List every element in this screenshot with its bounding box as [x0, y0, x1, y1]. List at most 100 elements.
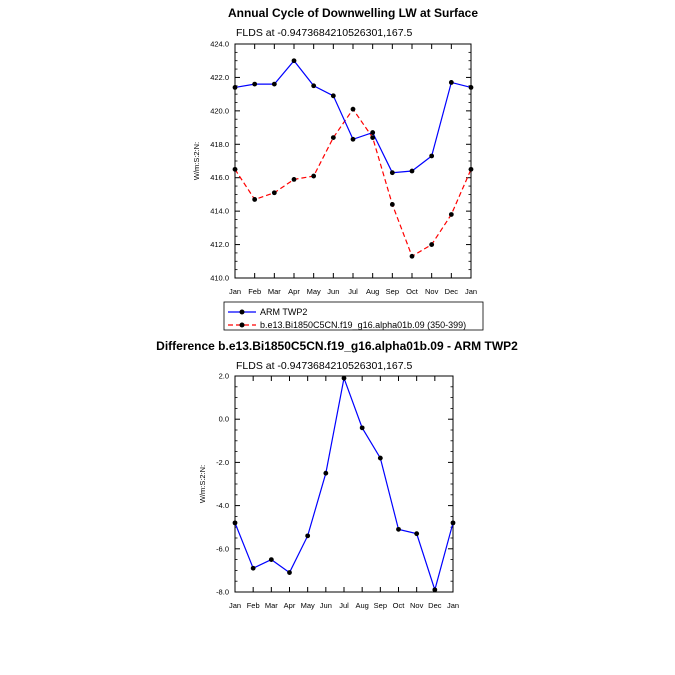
y-tick-label: 2.0 [219, 372, 229, 381]
x-tick-label: Jul [348, 287, 358, 296]
x-tick-label: Dec [445, 287, 459, 296]
y-tick-label: -2.0 [216, 458, 229, 467]
x-tick-label: May [301, 601, 315, 610]
data-point [396, 526, 401, 532]
series-group [232, 58, 474, 259]
data-point [389, 202, 395, 207]
legend: ARM TWP2 b.e13.Bi1850C5CN.f19_g16.alpha0… [223, 301, 484, 331]
legend-label-model: b.e13.Bi1850C5CN.f19_g16.alpha01b.09 (35… [260, 320, 466, 330]
y-tick-label: 410.0 [210, 274, 229, 283]
y-tick-label: 414.0 [210, 207, 229, 216]
x-tick-label: Jun [327, 287, 339, 296]
data-point [370, 135, 376, 141]
legend-marker-model [239, 322, 245, 328]
x-tick-label: Jan [465, 287, 477, 296]
data-point [291, 58, 297, 64]
data-point [450, 520, 456, 526]
data-point [409, 168, 415, 174]
y-tick-label: -6.0 [216, 544, 229, 553]
data-point [311, 83, 317, 89]
data-point [311, 173, 317, 179]
legend-label-arm: ARM TWP2 [260, 307, 307, 317]
y-tick-label: -4.0 [216, 501, 229, 510]
data-point [232, 520, 238, 526]
x-tick-label: Jun [320, 601, 332, 610]
data-point [414, 531, 420, 537]
x-tick-label: Aug [366, 287, 379, 296]
data-point [271, 81, 277, 87]
data-point [448, 80, 454, 85]
y-tick-label: 422.0 [210, 73, 229, 82]
difference-chart: Difference b.e13.Bi1850C5CN.f19_g16.alph… [156, 339, 518, 610]
x-tick-label: Sep [374, 601, 387, 610]
chart-subtitle: FLDS at -0.9473684210526301,167.5 [236, 360, 412, 372]
x-tick-label: Apr [288, 287, 300, 296]
y-tick-label: 424.0 [210, 40, 229, 49]
chart-title: Difference b.e13.Bi1850C5CN.f19_g16.alph… [156, 339, 518, 353]
x-tick-label: Mar [265, 601, 278, 610]
data-point [330, 135, 336, 141]
legend-marker-arm [239, 309, 245, 315]
y-tick-label: 420.0 [210, 106, 229, 115]
data-point [341, 375, 347, 381]
x-tick-label: Nov [425, 287, 439, 296]
x-tick-label: Nov [410, 601, 424, 610]
x-ticks: Jan Feb Mar Apr May Jun Jul Aug Sep Oct Nov Dec Jan [229, 376, 459, 610]
data-point [291, 176, 297, 182]
data-point [468, 85, 474, 90]
x-ticks: Jan Feb Mar Apr May Jun Jul Aug Sep Oct Nov Dec Jan [229, 44, 477, 296]
x-tick-label: Jan [229, 601, 241, 610]
data-point [232, 166, 238, 172]
data-point [359, 425, 365, 431]
x-tick-label: Jan [447, 601, 459, 610]
data-point [409, 253, 415, 259]
x-tick-label: Feb [247, 601, 260, 610]
x-tick-label: Mar [268, 287, 281, 296]
y-tick-label: 0.0 [219, 415, 229, 424]
data-point [252, 197, 258, 202]
y-axis-label: W/m:S:2:N: [198, 465, 207, 503]
x-tick-label: Aug [355, 601, 368, 610]
data-point [370, 130, 376, 135]
x-tick-label: Dec [428, 601, 442, 610]
y-tick-label: 418.0 [210, 140, 229, 149]
series-group [232, 375, 456, 593]
data-point [271, 190, 277, 196]
data-point [377, 455, 383, 461]
data-point [323, 470, 329, 476]
data-point [429, 242, 435, 247]
y-tick-label: 412.0 [210, 240, 229, 249]
x-tick-label: Feb [248, 287, 261, 296]
data-point [432, 587, 438, 593]
data-point [468, 166, 474, 172]
data-point [268, 557, 274, 562]
data-point [448, 212, 454, 217]
data-point [350, 106, 356, 112]
data-point [389, 170, 395, 176]
data-point [250, 565, 256, 571]
y-ticks: 410.0 412.0 414.0 416.0 418.0 420.0 422.0 424.0 [210, 40, 471, 283]
x-tick-label: May [307, 287, 321, 296]
data-point [350, 136, 356, 142]
data-point [305, 533, 311, 539]
data-point [232, 85, 238, 90]
chart-title: Annual Cycle of Downwelling LW at Surfac… [228, 6, 478, 20]
y-tick-label: -8.0 [216, 588, 229, 597]
x-tick-label: Apr [284, 601, 296, 610]
annual-cycle-chart: Annual Cycle of Downwelling LW at Surfac… [192, 6, 478, 296]
legend-box [223, 301, 484, 331]
y-axis-label: W/m:S:2:N: [192, 142, 201, 180]
x-tick-label: Oct [393, 601, 406, 610]
x-tick-label: Jul [339, 601, 349, 610]
data-point [252, 81, 258, 87]
chart-subtitle: FLDS at -0.9473684210526301,167.5 [236, 27, 412, 39]
x-tick-label: Sep [386, 287, 399, 296]
data-point [287, 570, 292, 575]
data-point [330, 93, 336, 99]
x-tick-label: Jan [229, 287, 241, 296]
y-ticks: -8.0 -6.0 -4.0 -2.0 0.0 2.0 [216, 372, 453, 597]
y-tick-label: 416.0 [210, 173, 229, 182]
data-point [429, 153, 435, 159]
x-tick-label: Oct [406, 287, 419, 296]
